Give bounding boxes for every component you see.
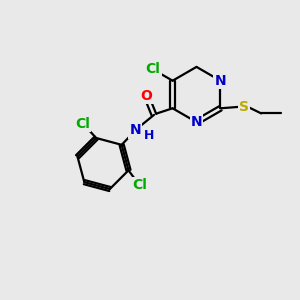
Text: S: S xyxy=(239,100,249,114)
Text: N: N xyxy=(130,124,141,137)
Text: N: N xyxy=(191,115,202,129)
Text: O: O xyxy=(141,89,152,103)
Text: Cl: Cl xyxy=(146,62,160,76)
Text: Cl: Cl xyxy=(75,117,90,130)
Text: N: N xyxy=(214,74,226,88)
Text: Cl: Cl xyxy=(133,178,147,192)
Text: H: H xyxy=(144,129,154,142)
